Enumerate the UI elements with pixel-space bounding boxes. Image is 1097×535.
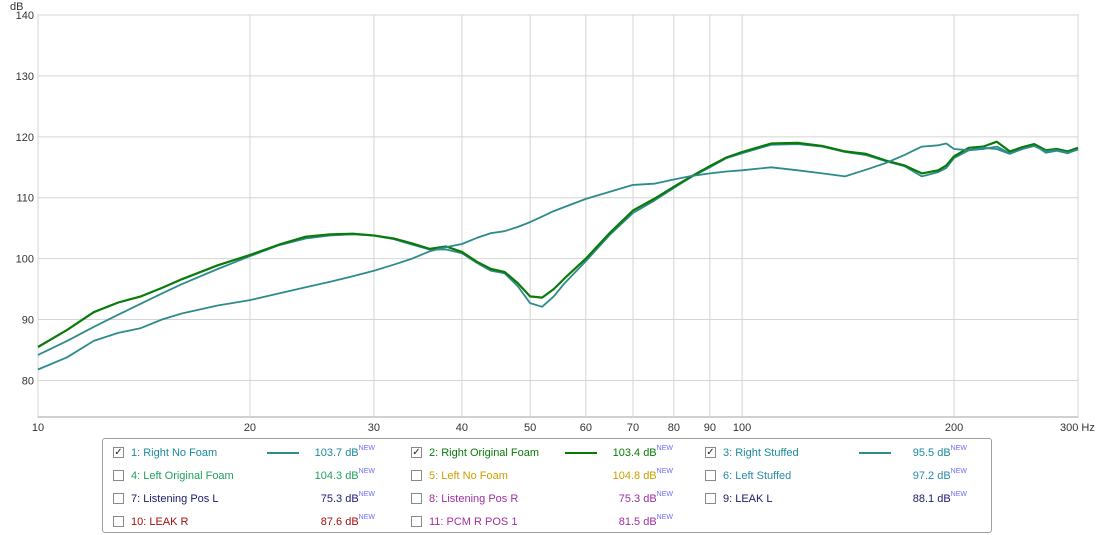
legend-value-text: 88.1 dB xyxy=(912,493,951,505)
legend-label: 6: Left Stuffed xyxy=(723,470,792,482)
legend-label: 10: LEAK R xyxy=(131,516,189,528)
legend-value: 75.3 dBNEW xyxy=(605,491,673,505)
legend-item: ✓ 2: Right Original Foam 103.4 dBNEW xyxy=(405,443,695,465)
y-tick-label: 90 xyxy=(22,315,34,327)
legend-line-swatch xyxy=(565,452,597,454)
x-tick-label: 20 xyxy=(244,422,256,434)
legend-label: 7: Listening Pos L xyxy=(131,493,219,505)
x-tick-label: 10 xyxy=(32,422,44,434)
legend-label: 3: Right Stuffed xyxy=(723,447,799,459)
legend-new-badge: NEW xyxy=(358,445,375,452)
grid xyxy=(37,14,1079,417)
legend-value: 104.3 dBNEW xyxy=(307,468,375,482)
x-tick-label: 70 xyxy=(627,422,639,434)
x-tick-label: 50 xyxy=(524,422,536,434)
legend-item: ✓ 3: Right Stuffed 95.5 dBNEW xyxy=(699,443,989,465)
legend-label: 8: Listening Pos R xyxy=(429,493,519,505)
legend-value-text: 81.5 dB xyxy=(618,516,657,528)
x-tick-label: 80 xyxy=(668,422,680,434)
legend-item: 11: PCM R POS 1 81.5 dBNEW xyxy=(405,512,695,534)
y-tick-label: 140 xyxy=(16,10,34,22)
series-visibility-checkbox[interactable]: ✓ xyxy=(113,447,124,458)
legend-value-text: 87.6 dB xyxy=(320,516,359,528)
series-visibility-checkbox[interactable]: ✓ xyxy=(705,447,716,458)
legend-value: 103.4 dBNEW xyxy=(605,445,673,459)
legend-value: 97.2 dBNEW xyxy=(899,468,967,482)
series-line-3 xyxy=(37,142,1079,371)
series-visibility-checkbox[interactable] xyxy=(411,493,422,504)
y-axis-labels: 80 90 100 110 120 130 140 xyxy=(16,10,34,387)
legend-label: 9: LEAK L xyxy=(723,493,773,505)
legend-value: 81.5 dBNEW xyxy=(605,514,673,528)
y-tick-label: 100 xyxy=(16,254,34,266)
legend-panel: ✓ 1: Right No Foam 103.7 dBNEW ✓ 2: Right Or… xyxy=(102,438,992,533)
legend-new-badge: NEW xyxy=(656,468,673,475)
series-visibility-checkbox[interactable] xyxy=(705,470,716,481)
legend-value: 104.8 dBNEW xyxy=(605,468,673,482)
legend-line-swatch xyxy=(267,452,299,454)
series-visibility-checkbox[interactable] xyxy=(411,470,422,481)
series-visibility-checkbox[interactable] xyxy=(113,516,124,527)
legend-value: 75.3 dBNEW xyxy=(307,491,375,505)
x-axis-labels: 10 20 30 40 50 60 70 80 90 100 200 300 Hz xyxy=(32,422,1095,434)
legend-value: 88.1 dBNEW xyxy=(899,491,967,505)
legend-value: 87.6 dBNEW xyxy=(307,514,375,528)
x-tick-label: 100 xyxy=(733,422,751,434)
legend-label: 2: Right Original Foam xyxy=(429,447,540,459)
series-visibility-checkbox[interactable] xyxy=(113,493,124,504)
legend-new-badge: NEW xyxy=(358,491,375,498)
series-visibility-checkbox[interactable] xyxy=(705,493,716,504)
plot-area xyxy=(37,14,1079,418)
legend-value-text: 95.5 dB xyxy=(912,447,951,459)
legend-item: ✓ 1: Right No Foam 103.7 dBNEW xyxy=(107,443,397,465)
legend-value-text: 97.2 dB xyxy=(912,470,951,482)
legend-value: 103.7 dBNEW xyxy=(307,445,375,459)
y-tick-label: 110 xyxy=(16,193,34,205)
x-tick-label: 40 xyxy=(456,422,468,434)
legend-new-badge: NEW xyxy=(656,491,673,498)
series-visibility-checkbox[interactable] xyxy=(113,470,124,481)
legend-value-text: 103.7 dB xyxy=(314,447,359,459)
y-unit-label: dB xyxy=(10,1,23,13)
series-visibility-checkbox[interactable] xyxy=(411,516,422,527)
x-tick-label: 300 Hz xyxy=(1060,422,1095,434)
legend-new-badge: NEW xyxy=(950,445,967,452)
legend-new-badge: NEW xyxy=(656,445,673,452)
x-tick-label: 200 xyxy=(945,422,963,434)
legend-item: 7: Listening Pos L 75.3 dBNEW xyxy=(107,489,397,511)
legend-label: 11: PCM R POS 1 xyxy=(429,516,518,528)
legend-value-text: 104.8 dB xyxy=(612,470,657,482)
x-tick-label: 30 xyxy=(368,422,380,434)
x-tick-label: 60 xyxy=(580,422,592,434)
y-tick-label: 80 xyxy=(22,375,34,387)
series-visibility-checkbox[interactable]: ✓ xyxy=(411,447,422,458)
legend-new-badge: NEW xyxy=(358,468,375,475)
legend-value-text: 75.3 dB xyxy=(618,493,657,505)
legend-value-text: 104.3 dB xyxy=(314,470,359,482)
legend-line-swatch xyxy=(859,452,891,454)
legend-item: 6: Left Stuffed 97.2 dBNEW xyxy=(699,466,989,488)
legend-label: 4: Left Original Foam xyxy=(131,470,234,482)
x-tick-label: 90 xyxy=(704,422,716,434)
y-tick-label: 130 xyxy=(16,71,34,83)
legend-item: 5: Left No Foam 104.8 dBNEW xyxy=(405,466,695,488)
legend-item: 8: Listening Pos R 75.3 dBNEW xyxy=(405,489,695,511)
legend-item: 9: LEAK L 88.1 dBNEW xyxy=(699,489,989,511)
legend-item: 4: Left Original Foam 104.3 dBNEW xyxy=(107,466,397,488)
legend-new-badge: NEW xyxy=(950,468,967,475)
legend-label: 1: Right No Foam xyxy=(131,447,218,459)
y-tick-label: 120 xyxy=(16,132,34,144)
legend-new-badge: NEW xyxy=(950,491,967,498)
legend-value-text: 103.4 dB xyxy=(612,447,657,459)
legend-new-badge: NEW xyxy=(656,514,673,521)
legend-value: 95.5 dBNEW xyxy=(899,445,967,459)
series-lines xyxy=(37,140,1079,371)
legend-new-badge: NEW xyxy=(358,514,375,521)
legend-value-text: 75.3 dB xyxy=(320,493,359,505)
legend-label: 5: Left No Foam xyxy=(429,470,508,482)
legend-item: 10: LEAK R 87.6 dBNEW xyxy=(107,512,397,534)
